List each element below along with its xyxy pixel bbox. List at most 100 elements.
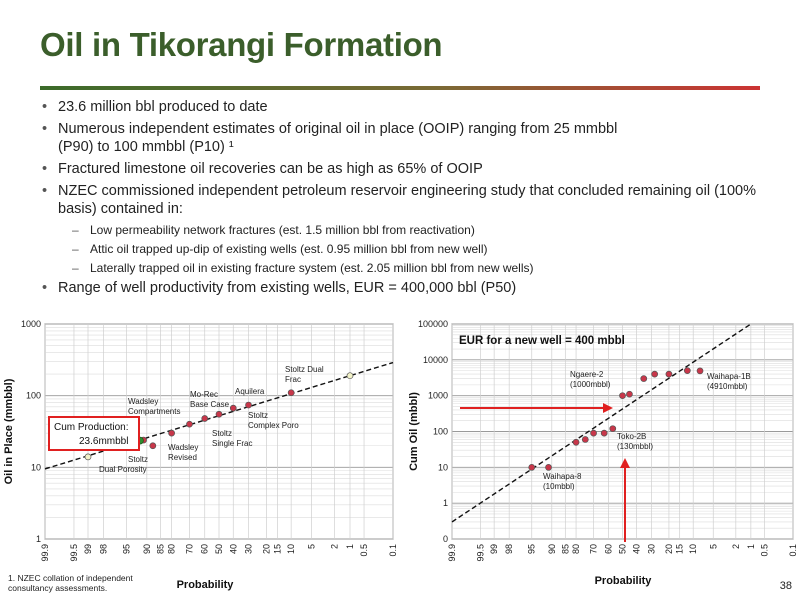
y-tick-label: 10000 bbox=[423, 355, 448, 365]
y-tick-label: 100 bbox=[26, 391, 41, 401]
x-tick-label: 99 bbox=[83, 544, 93, 554]
cum-production-box bbox=[48, 416, 140, 451]
point-annotation: Single Frac bbox=[212, 439, 252, 448]
y-tick-label: 0 bbox=[443, 534, 448, 544]
x-tick-label: 99.5 bbox=[69, 544, 79, 562]
x-tick-label: 99.5 bbox=[475, 544, 485, 562]
bullet-text: 23.6 million bbl produced to date bbox=[58, 99, 268, 115]
ooip-probability-chart: 1 10 100 1000 99.9 99.5 99 98 95 90 85 80 70 60 50 40 30… bbox=[3, 319, 398, 591]
x-tick-label: 98 bbox=[98, 544, 108, 554]
point-annotation: Aquilera bbox=[235, 387, 265, 396]
data-point bbox=[346, 372, 354, 380]
cum-production-value: 23.6mmbbl bbox=[79, 436, 128, 447]
sub-bullet-text: Laterally trapped oil in existing fractu… bbox=[90, 261, 534, 275]
x-axis-title: Probability bbox=[595, 575, 653, 587]
point-annotation: Ngaere-2 bbox=[570, 370, 604, 379]
bullet-text: Fractured limestone oil recoveries can b… bbox=[58, 161, 483, 177]
bullet-text: Range of well productivity from existing… bbox=[58, 280, 517, 296]
point-annotation: Frac bbox=[285, 375, 301, 384]
data-point bbox=[528, 463, 536, 471]
x-tick-label: 99 bbox=[489, 544, 499, 554]
point-annotation: (4910mbbl) bbox=[707, 382, 748, 391]
x-tick-label: 30 bbox=[244, 544, 254, 554]
point-annotation: Toko-2B bbox=[617, 432, 646, 441]
data-point bbox=[215, 410, 223, 418]
y-axis-title: Cum Oil (mbbl) bbox=[408, 392, 420, 471]
point-annotation: Base Case bbox=[190, 400, 230, 409]
x-tick-label: 15 bbox=[675, 544, 685, 554]
point-annotation: Dual Porosity bbox=[99, 465, 147, 474]
data-point bbox=[600, 429, 608, 437]
x-tick-label: 98 bbox=[504, 544, 514, 554]
data-point bbox=[683, 367, 691, 374]
y-tick-label: 1000 bbox=[21, 319, 41, 329]
x-tick-label: 80 bbox=[571, 544, 581, 554]
x-tick-label: 60 bbox=[604, 544, 614, 554]
y-tick-label: 100 bbox=[433, 427, 448, 437]
x-tick-label: 1 bbox=[345, 544, 355, 549]
point-annotation: Wadsley bbox=[168, 443, 198, 452]
arrow-horizontal-head bbox=[603, 403, 613, 413]
data-point bbox=[287, 389, 295, 397]
point-annotation: Complex Poro bbox=[248, 421, 299, 430]
data-point bbox=[581, 436, 589, 443]
x-tick-label: 10 bbox=[688, 544, 698, 554]
point-annotation: Stoltz bbox=[128, 455, 148, 464]
x-tick-label: 85 bbox=[156, 544, 166, 554]
y-tick-label: 100000 bbox=[418, 319, 448, 329]
x-tick-label: 0.1 bbox=[788, 544, 798, 557]
y-axis-title: Oil in Place (mmbbl) bbox=[3, 378, 15, 484]
point-annotation: Stoltz Dual bbox=[285, 365, 324, 374]
point-annotation: Revised bbox=[168, 453, 197, 462]
x-tick-label: 5 bbox=[307, 544, 317, 549]
sub-bullet-item: – Attic oil trapped up-dip of existing we… bbox=[72, 242, 488, 256]
bullet-item: • Fractured limestone oil recoveries can … bbox=[42, 161, 483, 177]
x-tick-label: 30 bbox=[646, 544, 656, 554]
cum-oil-probability-chart: 0 1 10 100 1000 10000 100000 99.9 99.5 99 98 95 90 85… bbox=[408, 319, 798, 587]
data-point bbox=[619, 392, 626, 400]
x-tick-label: 80 bbox=[167, 544, 177, 554]
x-tick-label: 2 bbox=[330, 544, 340, 549]
x-tick-label: 0.5 bbox=[760, 544, 770, 557]
cum-production-label: Cum Production: bbox=[54, 422, 128, 433]
bullet-item: • Range of well productivity from existin… bbox=[42, 280, 517, 296]
page-number: 38 bbox=[779, 580, 792, 592]
bullet-text: NZEC commissioned independent petroleum … bbox=[58, 183, 756, 217]
data-point bbox=[545, 463, 552, 471]
sub-bullet-item: – Laterally trapped oil in existing fract… bbox=[72, 261, 534, 275]
arrow-vertical-head bbox=[620, 458, 630, 468]
x-tick-label: 0.5 bbox=[359, 544, 369, 557]
chart-title: EUR for a new well = 400 mbbl bbox=[459, 335, 625, 347]
sub-bullet-text: Attic oil trapped up-dip of existing wel… bbox=[90, 242, 488, 256]
data-point bbox=[609, 425, 617, 433]
data-point bbox=[665, 370, 673, 378]
point-annotation: Waihapa-8 bbox=[543, 472, 582, 481]
x-tick-label: 20 bbox=[261, 544, 271, 554]
slide-title: Oil in Tikorangi Formation bbox=[40, 26, 443, 63]
data-point bbox=[168, 429, 175, 437]
data-point bbox=[590, 429, 597, 437]
sub-bullet-item: – Low permeability network fractures (est… bbox=[72, 223, 475, 237]
x-tick-label: 5 bbox=[708, 544, 718, 549]
x-tick-label: 1 bbox=[746, 544, 756, 549]
trend-line bbox=[44, 361, 394, 470]
x-tick-label: 50 bbox=[214, 544, 224, 554]
data-point bbox=[245, 401, 252, 409]
x-tick-label: 95 bbox=[527, 544, 537, 554]
point-annotation: (10mbbl) bbox=[543, 482, 575, 491]
point-annotation: Wadsley bbox=[128, 397, 158, 406]
title-underline bbox=[40, 86, 760, 90]
data-point bbox=[229, 404, 237, 412]
footnote: 1. NZEC collation of independent consult… bbox=[8, 573, 133, 593]
y-tick-label: 10 bbox=[438, 462, 448, 472]
y-tick-label: 10 bbox=[31, 462, 41, 472]
bullet-item: • NZEC commissioned independent petroleum… bbox=[42, 183, 756, 217]
data-point bbox=[201, 415, 209, 422]
x-tick-label: 90 bbox=[142, 544, 152, 554]
point-annotation: (1000mbbl) bbox=[570, 380, 611, 389]
x-tick-label: 99.9 bbox=[40, 544, 50, 562]
point-annotation: Mo-Rec bbox=[190, 390, 218, 399]
data-point bbox=[640, 375, 648, 382]
data-point bbox=[84, 453, 92, 461]
x-tick-label: 99.9 bbox=[447, 544, 457, 562]
